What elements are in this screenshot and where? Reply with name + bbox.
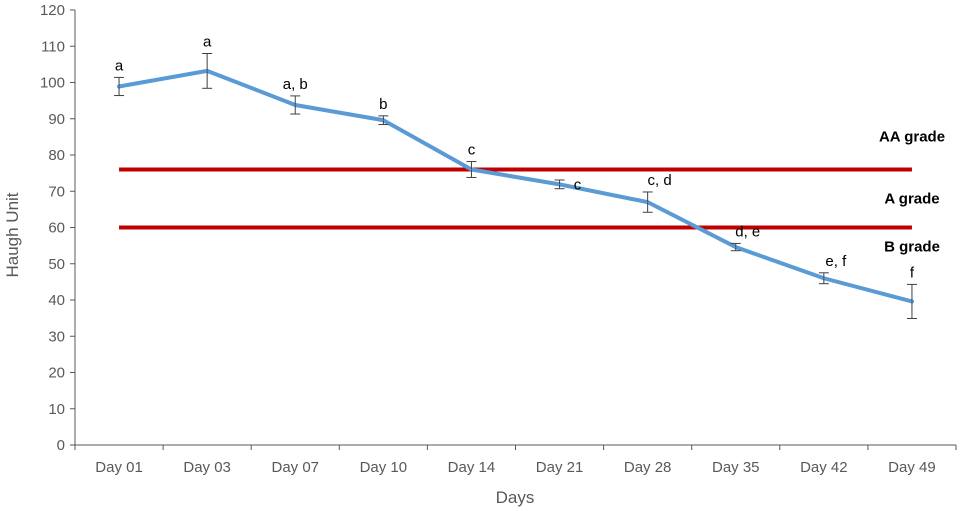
x-tick-label: Day 03	[183, 459, 231, 476]
significance-label: b	[379, 96, 387, 113]
y-tick-label: 120	[40, 2, 65, 19]
data-point	[470, 169, 472, 170]
significance-label: c	[468, 142, 476, 159]
significance-label: a, b	[283, 76, 308, 93]
series	[114, 53, 917, 319]
y-tick-label: 0	[57, 437, 65, 454]
y-tick-label: 30	[48, 328, 65, 345]
significance-label: a	[203, 34, 212, 51]
y-tick-label: 110	[41, 38, 65, 55]
x-tick-label: Day 49	[888, 459, 936, 476]
x-tick-label: Day 07	[271, 459, 319, 476]
data-point	[647, 201, 649, 203]
grade-label-1: A grade	[884, 191, 939, 208]
y-tick-label: 90	[48, 111, 65, 128]
significance-label: c	[574, 176, 582, 193]
x-tick-label: Day 14	[448, 459, 496, 476]
data-point	[118, 85, 120, 87]
significance-label: a	[115, 57, 124, 74]
x-tick-label: Day 42	[800, 459, 848, 476]
y-tick-label: 60	[48, 220, 65, 237]
grade-label-2: B grade	[884, 239, 940, 256]
x-axis-title: Days	[496, 488, 535, 507]
data-point	[735, 246, 737, 248]
y-tick-label: 50	[48, 256, 65, 273]
labels: AA grade A grade B grade a a a, b b c c c, d d, e e…	[115, 34, 945, 282]
data-point	[382, 119, 384, 121]
data-point	[911, 300, 913, 302]
x-tick-label: Day 28	[624, 459, 672, 476]
series-line	[117, 68, 914, 304]
y-tick-label: 80	[48, 147, 65, 164]
y-tick-label: 40	[48, 292, 65, 309]
significance-label: d, e	[735, 223, 760, 240]
data-point	[206, 70, 208, 72]
y-axis-title: Haugh Unit	[3, 192, 22, 277]
x-tick-label: Day 01	[95, 459, 143, 476]
y-tick-label: 100	[40, 75, 65, 92]
significance-label: c, d	[648, 172, 672, 189]
data-point	[294, 104, 296, 106]
significance-label: e, f	[825, 253, 847, 270]
y-tick-label: 10	[48, 401, 65, 418]
x-tick-label: Day 10	[360, 459, 408, 476]
significance-label: f	[910, 264, 915, 281]
grade-label-0: AA grade	[879, 129, 945, 146]
x-tick-label: Day 35	[712, 459, 760, 476]
x-tick-label: Day 21	[536, 459, 584, 476]
axes: 0 10 20 30 40 50 60 70 80 90 100 110 120 Day 01 Day 03…	[40, 2, 957, 476]
grade-thresholds	[119, 167, 912, 230]
data-point	[823, 277, 825, 279]
y-tick-label: 70	[48, 183, 65, 200]
y-tick-label: 20	[48, 365, 65, 382]
data-point	[559, 183, 561, 185]
